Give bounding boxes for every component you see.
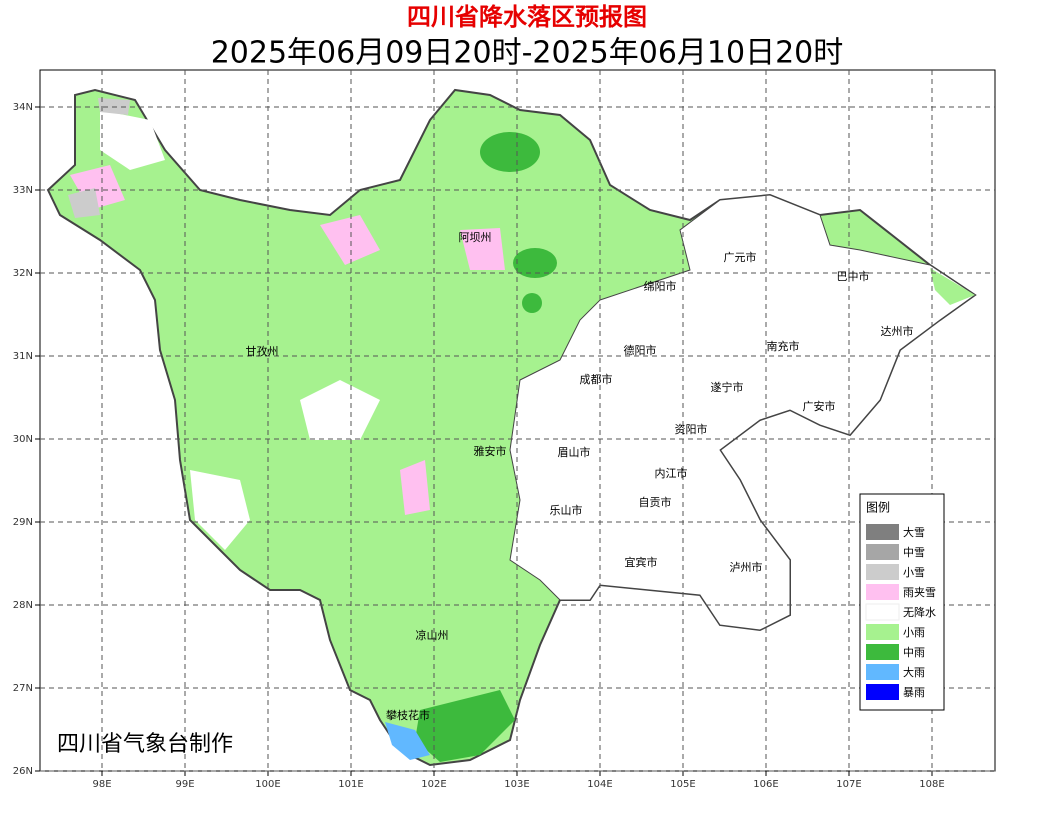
- lon-tick-label: 100E: [255, 779, 280, 790]
- legend-label: 大雪: [903, 525, 925, 539]
- city-label: 眉山市: [558, 445, 591, 459]
- legend-swatch: [866, 664, 899, 680]
- title: 四川省降水落区预报图: [407, 3, 647, 31]
- heavy-rain: [385, 722, 430, 760]
- lon-tick-label: 106E: [753, 779, 778, 790]
- legend-label: 无降水: [903, 605, 936, 619]
- lat-tick-label: 29N: [13, 517, 33, 528]
- city-label: 凉山州: [416, 628, 449, 642]
- legend-label: 小雨: [903, 626, 925, 639]
- legend-swatch: [866, 684, 899, 700]
- city-label: 巴中市: [837, 269, 870, 283]
- city-label: 资阳市: [675, 422, 708, 436]
- city-label: 雅安市: [474, 444, 507, 458]
- legend-label: 大雨: [903, 665, 925, 679]
- legend-label: 暴雨: [903, 686, 925, 699]
- lat-tick-label: 33N: [13, 185, 33, 196]
- lat-tick-label: 34N: [13, 102, 33, 113]
- lat-tick-label: 28N: [13, 600, 33, 611]
- light-snow: [68, 188, 100, 218]
- legend-title: 图例: [866, 501, 890, 515]
- city-label: 宜宾市: [625, 555, 658, 569]
- lon-tick-label: 99E: [175, 779, 194, 790]
- legend-swatch: [866, 564, 899, 580]
- city-label: 广元市: [724, 250, 757, 264]
- precip-areas: [46, 88, 977, 767]
- lat-tick-label: 31N: [13, 351, 33, 362]
- lat-tick-label: 27N: [13, 683, 33, 694]
- subtitle: 2025年06月09日20时-2025年06月10日20时: [211, 36, 844, 71]
- city-label: 广安市: [803, 399, 836, 413]
- lon-tick-label: 98E: [92, 779, 111, 790]
- legend-label: 中雨: [903, 646, 925, 659]
- city-label: 甘孜州: [246, 344, 279, 358]
- lon-tick-label: 102E: [421, 779, 446, 790]
- lon-tick-label: 107E: [836, 779, 861, 790]
- legend-swatch: [865, 603, 900, 621]
- moderate-rain: [415, 690, 515, 762]
- green-patch: [930, 268, 975, 305]
- sleet: [460, 228, 505, 270]
- legend-label: 中雪: [903, 546, 925, 559]
- graticule: 98E 99E 100E 101E 102E 103E 104E 105E 106E 107E 10…: [13, 70, 995, 790]
- sleet: [320, 215, 380, 265]
- lon-tick-label: 104E: [587, 779, 612, 790]
- city-label: 泸州市: [730, 560, 763, 574]
- city-label: 阿坝州: [459, 230, 492, 244]
- lon-tick-label: 108E: [919, 779, 944, 790]
- city-label: 达州市: [881, 324, 914, 338]
- city-label: 成都市: [580, 372, 613, 386]
- city-label: 自贡市: [639, 495, 672, 509]
- legend-label: 雨夹雪: [903, 586, 936, 599]
- legend-label: 小雪: [903, 566, 925, 579]
- lon-tick-label: 105E: [670, 779, 695, 790]
- lat-tick-label: 32N: [13, 268, 33, 279]
- legend-swatch: [866, 544, 899, 560]
- moderate-rain: [513, 248, 557, 278]
- lat-tick-label: 30N: [13, 434, 33, 445]
- city-label: 绵阳市: [644, 279, 677, 293]
- city-label: 攀枝花市: [386, 708, 430, 722]
- lat-tick-label: 26N: [13, 766, 33, 777]
- city-label: 内江市: [655, 466, 688, 480]
- city-label: 乐山市: [550, 503, 583, 517]
- legend-swatch: [866, 524, 899, 540]
- city-label: 遂宁市: [711, 380, 744, 394]
- no-rain-west: [190, 470, 250, 550]
- city-label: 德阳市: [624, 343, 657, 357]
- legend-swatch: [866, 624, 899, 640]
- lon-tick-label: 103E: [504, 779, 529, 790]
- sleet: [400, 460, 430, 515]
- no-rain-north: [100, 110, 165, 170]
- no-rain-east: [509, 194, 976, 631]
- credit: 四川省气象台制作: [57, 732, 233, 757]
- legend-swatch: [866, 644, 899, 660]
- no-rain-west: [300, 380, 380, 440]
- moderate-rain: [522, 293, 542, 313]
- city-label: 南充市: [767, 339, 800, 353]
- legend-swatch: [866, 584, 899, 600]
- lon-tick-label: 101E: [338, 779, 363, 790]
- green-patch: [822, 215, 860, 245]
- moderate-rain: [480, 132, 540, 172]
